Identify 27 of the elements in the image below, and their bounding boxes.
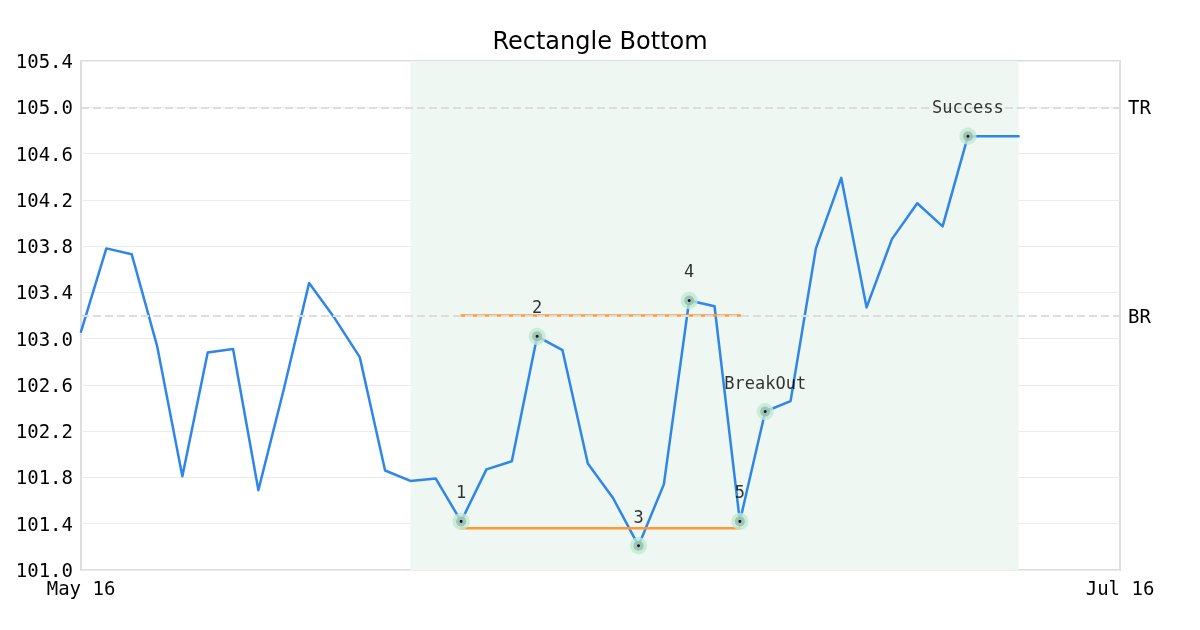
point [630, 537, 648, 555]
y-tick-label: 101.4 [15, 512, 73, 535]
annotation: 2 [532, 297, 543, 318]
ref-line-label: BR [1128, 304, 1152, 327]
y-tick-label: 105.4 [15, 50, 73, 72]
y-tick-label: 105.0 [15, 96, 73, 119]
x-tick-label: Jul 16 [1085, 576, 1155, 599]
y-tick-label: 104.6 [15, 142, 73, 165]
y-tick-label: 103.8 [15, 235, 73, 258]
point [452, 512, 470, 530]
point [680, 291, 698, 309]
y-tick-label: 102.2 [15, 420, 73, 443]
annotation: 1 [456, 482, 467, 503]
annotation: 3 [633, 506, 644, 527]
chart-title: Rectangle Bottom [492, 27, 708, 55]
point [959, 127, 977, 145]
point [756, 403, 774, 421]
y-tick-label: 103.4 [15, 281, 73, 304]
point [731, 512, 749, 530]
annotation: Success [932, 97, 1004, 118]
y-tick-label: 101.8 [15, 466, 73, 489]
ref-line-label: TR [1128, 96, 1152, 119]
y-tick-label: 103.0 [15, 327, 73, 350]
annotation: 4 [684, 261, 695, 282]
y-tick-label: 104.2 [15, 188, 73, 211]
y-tick-label: 102.6 [15, 373, 73, 396]
point [528, 327, 546, 345]
